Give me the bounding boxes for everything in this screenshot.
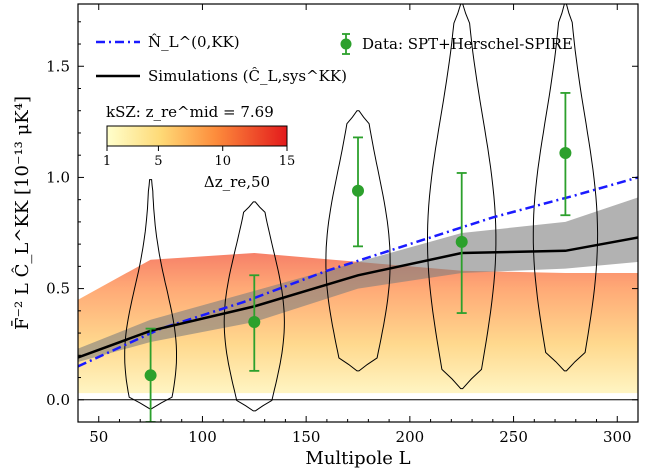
ksz-band: [78, 253, 638, 394]
noise-line: [78, 176, 638, 368]
plot-frame: [77, 3, 639, 423]
x-tick-label: 150: [292, 428, 321, 446]
legend-sim-label: Simulations (Ĉ_L,sys^KK): [148, 67, 347, 85]
data-point: [144, 327, 157, 422]
x-tick-label: 250: [499, 428, 528, 446]
data-marker: [248, 315, 261, 328]
data-point: [352, 136, 364, 248]
colorbar-tick-label: 15: [279, 154, 296, 169]
y-axis-label: F̄⁻² L Ĉ_L^KK [10⁻¹³ μK⁴]: [10, 96, 33, 330]
colorbar-tick-label: 5: [154, 154, 162, 169]
colorbar-label: Δz_re,50: [204, 173, 270, 191]
data-marker: [455, 235, 468, 248]
colorbar-gradient: [106, 125, 288, 147]
x-tick-label: 50: [89, 428, 108, 446]
legend-noise-label: N̂_L^(0,KK): [148, 33, 240, 51]
violin-1: [124, 179, 177, 410]
legend: N̂_L^(0,KK) Simulations (Ĉ_L,sys^KK) Dat…: [96, 33, 573, 85]
legend-data-marker: [340, 38, 352, 50]
data-marker: [144, 369, 157, 382]
y-tick-label: 0.0: [46, 391, 70, 409]
ksz-colorbar: kSZ: z_re^mid = 7.69 1 5 10 15 Δz_re,50: [103, 103, 295, 191]
y-tick-label: 1.0: [46, 168, 70, 186]
x-tick-label: 200: [396, 428, 425, 446]
simulation-band: [78, 197, 638, 362]
colorbar-tick-label: 10: [214, 154, 231, 169]
data-point: [559, 92, 572, 217]
x-tick-label: 100: [188, 428, 217, 446]
colorbar-tick-label: 1: [103, 154, 111, 169]
legend-data-label: Data: SPT+Herschel-SPIRE: [362, 35, 573, 53]
data-point: [248, 274, 261, 372]
violin-3: [325, 110, 391, 372]
data-point: [455, 172, 468, 314]
y-tick-label: 1.5: [46, 57, 70, 75]
y-tick-label: 0.5: [46, 280, 70, 298]
data-marker: [559, 146, 572, 159]
ksz-label: kSZ: z_re^mid = 7.69: [106, 103, 274, 121]
violin-4: [427, 4, 497, 390]
x-tick-label: 300: [603, 428, 632, 446]
data-marker: [352, 184, 364, 197]
x-axis-label: Multipole L: [305, 448, 410, 469]
violin-2: [223, 201, 285, 412]
